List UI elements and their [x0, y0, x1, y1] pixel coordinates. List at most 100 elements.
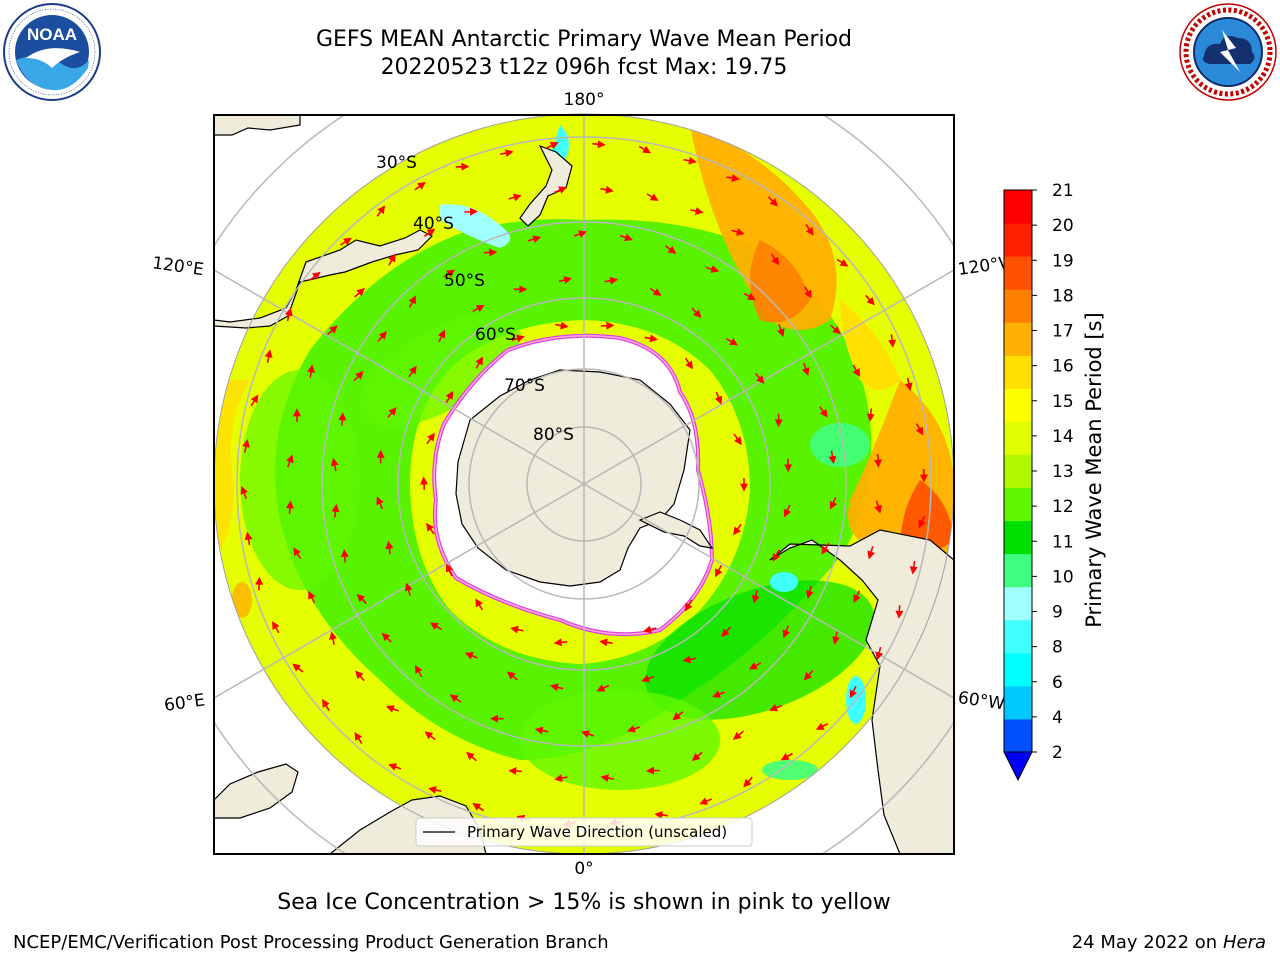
- wave-direction-arrow: [626, 724, 641, 733]
- wave-direction-arrow: [414, 181, 426, 191]
- colorbar-tick-label: 17: [1052, 322, 1074, 342]
- wave-direction-arrow: [726, 174, 740, 182]
- colorbar-segment: [1004, 388, 1032, 422]
- wave-direction-arrow: [770, 253, 780, 266]
- wave-direction-arrow: [408, 365, 417, 378]
- wave-direction-arrow: [683, 156, 697, 165]
- wave-direction-arrows: [240, 140, 928, 828]
- wave-direction-arrow: [445, 390, 454, 404]
- wave-direction-arrow: [424, 731, 436, 741]
- wave-direction-arrow: [581, 730, 595, 738]
- wave-direction-arrow: [558, 276, 573, 284]
- wave-direction-arrow: [340, 549, 349, 563]
- wave-direction-arrow: [500, 149, 514, 158]
- wave-direction-arrow: [506, 671, 519, 681]
- map-legend: Primary Wave Direction (unscaled): [415, 817, 753, 847]
- wave-direction-arrow: [330, 457, 339, 472]
- wave-direction-arrow: [769, 703, 783, 712]
- wave-direction-arrow: [725, 337, 739, 346]
- wave-direction-arrow: [415, 665, 423, 678]
- lat-label-80s: 80°S: [533, 425, 574, 445]
- wave-direction-arrow: [327, 325, 338, 336]
- colorbar-segment: [1004, 619, 1032, 654]
- wave-direction-arrow: [643, 625, 657, 634]
- wave-direction-arrow: [388, 253, 396, 266]
- colorbar-tick-label: 2: [1052, 743, 1063, 763]
- wave-direction-arrow: [733, 433, 742, 446]
- wave-direction-arrow: [534, 726, 549, 735]
- credit-machine: Hera: [1222, 932, 1266, 953]
- wave-direction-arrow: [829, 496, 838, 510]
- wave-direction-arrow: [815, 722, 829, 730]
- wave-direction-arrow: [649, 287, 662, 296]
- map-frame: [213, 114, 955, 855]
- colorbar-tick-label: 18: [1052, 286, 1074, 306]
- wave-direction-arrow: [339, 237, 352, 246]
- wave-direction-arrow: [255, 576, 264, 591]
- wave-direction-arrow: [354, 732, 363, 745]
- wave-direction-arrow: [475, 598, 484, 611]
- wave-direction-arrow: [272, 621, 280, 634]
- wave-direction-arrow: [356, 593, 367, 605]
- wave-direction-arrow: [445, 563, 454, 577]
- wave-direction-arrow: [573, 230, 587, 238]
- wave-direction-arrow: [292, 663, 304, 673]
- wave-direction-arrow: [308, 590, 316, 604]
- colorbar-tick-label: 13: [1052, 462, 1074, 482]
- colorbar-segment: [1004, 256, 1032, 290]
- wave-direction-arrow: [691, 307, 702, 318]
- wave-direction-arrow: [731, 228, 745, 236]
- credit-left: NCEP/EMC/Verification Post Processing Pr…: [13, 932, 609, 953]
- wave-direction-arrow: [554, 774, 568, 782]
- wave-direction-arrow: [743, 292, 756, 301]
- wave-direction-arrow: [527, 235, 542, 244]
- indonesia-land: [214, 115, 301, 136]
- wave-direction-arrow: [641, 674, 655, 683]
- colorbar-tick-label: 10: [1052, 567, 1074, 587]
- wave-direction-arrow: [284, 307, 293, 322]
- wave-direction-arrow: [242, 439, 250, 453]
- wave-direction-arrow: [748, 662, 762, 670]
- wave-direction-arrow: [600, 321, 615, 330]
- wave-direction-arrow: [767, 196, 778, 207]
- wave-direction-arrow: [355, 670, 365, 682]
- wave-direction-arrow: [385, 705, 399, 713]
- wave-direction-arrow: [664, 245, 677, 254]
- wave-direction-arrow: [546, 142, 559, 150]
- colorbar-tick-label: 8: [1052, 638, 1063, 658]
- wave-direction-arrow: [804, 286, 812, 299]
- wave-direction-arrow: [329, 631, 337, 645]
- wave-direction-arrow: [408, 295, 416, 308]
- colorbar-tick-label: 15: [1052, 392, 1074, 412]
- wave-direction-arrow: [322, 698, 330, 712]
- wave-direction-arrow: [821, 542, 830, 555]
- colorbar-tick-label: 12: [1052, 497, 1074, 517]
- wave-direction-arrow: [483, 248, 498, 257]
- lat-label-40s: 40°S: [413, 214, 454, 234]
- madagascar-land: [214, 763, 299, 819]
- wave-direction-arrow: [472, 304, 485, 313]
- wave-direction-arrow: [754, 372, 765, 384]
- wave-direction-arrow: [714, 391, 723, 405]
- wave-direction-arrow: [240, 485, 248, 499]
- wave-direction-arrow: [619, 233, 633, 242]
- wave-direction-arrow: [449, 694, 462, 703]
- nws-logo: [1179, 3, 1277, 101]
- wave-direction-arrow: [331, 503, 340, 518]
- wave-direction-arrow: [915, 423, 924, 436]
- lat-label-70s: 70°S: [504, 376, 545, 396]
- wave-direction-arrow: [875, 646, 884, 661]
- wave-direction-arrow: [849, 685, 858, 699]
- wave-direction-arrow: [865, 294, 875, 306]
- wave-direction-arrow: [644, 334, 658, 343]
- wave-direction-arrow: [721, 626, 731, 638]
- wave-direction-arrow: [805, 224, 814, 236]
- wave-direction-arrow: [443, 269, 456, 278]
- wave-direction-arrow: [853, 590, 861, 604]
- wave-direction-arrow: [555, 321, 569, 330]
- wave-direction-arrow: [819, 406, 828, 418]
- wave-direction-arrow: [511, 334, 525, 343]
- lat-label-50s: 50°S: [444, 271, 485, 291]
- lon-label-60w: 60°W: [957, 688, 1006, 714]
